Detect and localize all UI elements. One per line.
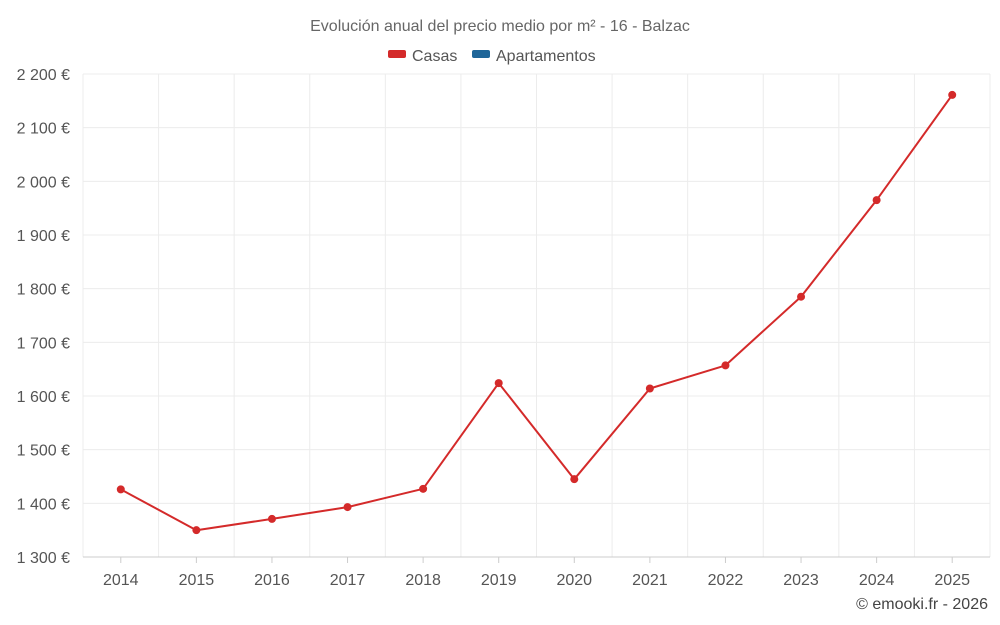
- y-tick-label: 1 500 €: [17, 443, 70, 460]
- y-tick-label: 1 300 €: [17, 550, 70, 567]
- y-tick-label: 1 400 €: [17, 496, 70, 513]
- x-tick-label: 2023: [783, 572, 819, 589]
- data-point-casas[interactable]: [267, 514, 276, 523]
- data-point-casas[interactable]: [721, 361, 730, 370]
- x-tick-label: 2019: [481, 572, 517, 589]
- x-tick-label: 2021: [632, 572, 668, 589]
- data-point-casas[interactable]: [494, 379, 503, 388]
- x-tick-label: 2024: [859, 572, 895, 589]
- legend-swatch-casas: [388, 50, 406, 58]
- series-casas: [116, 90, 957, 535]
- data-point-casas[interactable]: [192, 526, 201, 535]
- x-tick-label: 2020: [556, 572, 592, 589]
- legend-swatch-apartamentos: [472, 50, 490, 58]
- y-tick-label: 2 000 €: [17, 174, 70, 191]
- legend: Casas Apartamentos: [388, 48, 596, 65]
- y-tick-label: 1 800 €: [17, 282, 70, 299]
- chart-title: Evolución anual del precio medio por m² …: [310, 18, 690, 35]
- x-tick-label: 2018: [405, 572, 441, 589]
- x-tick-label: 2016: [254, 572, 290, 589]
- data-point-casas[interactable]: [797, 292, 806, 301]
- legend-label-apartamentos: Apartamentos: [496, 48, 596, 65]
- y-tick-label: 1 700 €: [17, 335, 70, 352]
- legend-item-casas[interactable]: Casas: [388, 48, 457, 65]
- x-tick-label: 2025: [934, 572, 970, 589]
- y-tick-label: 2 100 €: [17, 121, 70, 138]
- x-tick-label: 2017: [330, 572, 366, 589]
- y-tick-label: 2 200 €: [17, 67, 70, 84]
- x-axis: 2014 2015 2016 2017 2018 2019 2020 2021 2022 2023…: [83, 556, 990, 589]
- series-line-casas: [120, 94, 954, 532]
- data-point-casas[interactable]: [419, 484, 428, 493]
- data-point-casas[interactable]: [948, 90, 957, 99]
- y-tick-label: 1 900 €: [17, 228, 70, 245]
- data-point-casas[interactable]: [645, 384, 654, 393]
- data-point-casas[interactable]: [116, 485, 125, 494]
- y-axis: 1 300 € 1 400 € 1 500 € 1 600 € 1 700 € 1 800…: [17, 67, 70, 567]
- x-tick-label: 2022: [708, 572, 744, 589]
- grid: [82, 73, 991, 558]
- data-point-casas[interactable]: [872, 196, 881, 205]
- y-tick-label: 1 600 €: [17, 389, 70, 406]
- x-tick-label: 2015: [179, 572, 215, 589]
- data-point-casas[interactable]: [570, 475, 579, 484]
- legend-label-casas: Casas: [412, 48, 457, 65]
- credit-text: © emooki.fr - 2026: [856, 596, 988, 613]
- data-point-casas[interactable]: [343, 503, 352, 512]
- legend-item-apartamentos[interactable]: Apartamentos: [472, 48, 596, 65]
- x-tick-label: 2014: [103, 572, 139, 589]
